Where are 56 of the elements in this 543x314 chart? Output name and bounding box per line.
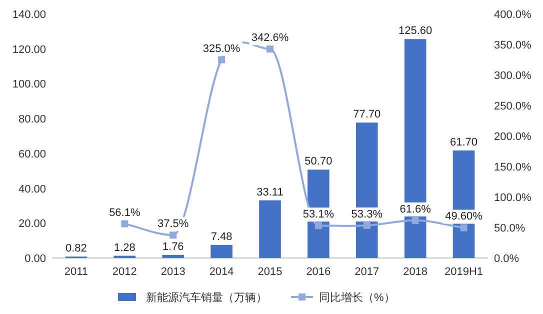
bar <box>162 254 184 258</box>
data-label: 53.3% <box>351 208 383 220</box>
y2-tick-label: 50.0% <box>494 222 526 234</box>
point <box>266 46 274 53</box>
data-label: 1.28 <box>114 242 136 254</box>
y2-tick-label: 0.0% <box>494 253 520 265</box>
point <box>363 222 370 229</box>
data-label: 49.60% <box>445 210 483 223</box>
y2-tick-label: 400.0% <box>494 9 532 21</box>
x-tick-label: 2016 <box>306 266 331 278</box>
data-label: 53.1% <box>302 208 334 221</box>
point <box>121 220 128 228</box>
y-tick-label: 20.00 <box>18 218 46 230</box>
y2-tick-label: 200.0% <box>494 131 532 143</box>
y2-tick-label: 350.0% <box>494 40 532 52</box>
point <box>314 222 322 230</box>
x-tick-label: 2012 <box>112 266 137 278</box>
point <box>412 216 419 224</box>
y-tick-label: 140.00 <box>12 9 46 21</box>
data-label: 56.1% <box>109 206 140 219</box>
bar <box>259 200 281 258</box>
y2-tick-label: 150.0% <box>494 162 532 174</box>
data-label: 325.0% <box>202 42 240 55</box>
x-tick-label: 2018 <box>403 266 428 278</box>
data-label: 0.82 <box>66 242 87 255</box>
bar <box>210 244 232 258</box>
y-tick-label: 0.00 <box>24 253 46 265</box>
x-tick-label: 2014 <box>209 266 234 278</box>
y-tick-label: 120.00 <box>12 44 46 56</box>
data-label: 61.70 <box>450 136 478 148</box>
y-tick-label: 60.00 <box>18 148 46 160</box>
data-label: 342.6% <box>251 32 289 44</box>
data-label: 77.70 <box>353 108 381 121</box>
data-label: 50.70 <box>304 156 332 168</box>
y2-tick-label: 100.0% <box>494 192 532 204</box>
data-label: 37.5% <box>158 218 189 230</box>
x-tick-label: 2013 <box>160 266 186 278</box>
legend-label: 新能源汽车销量（万辆） <box>146 291 267 304</box>
x-tick-label: 2019H1 <box>444 266 484 278</box>
y2-tick-label: 250.0% <box>494 100 532 112</box>
legend-label: 同比增长（%） <box>319 291 395 304</box>
point <box>460 224 468 232</box>
data-label: 1.76 <box>162 240 184 253</box>
data-label: 7.48 <box>210 230 232 243</box>
y-tick-label: 80.00 <box>18 114 46 126</box>
data-label: 61.6% <box>400 203 432 216</box>
point <box>170 232 177 239</box>
x-tick-label: 2015 <box>258 266 282 278</box>
data-label: 33.11 <box>256 186 284 198</box>
y2-tick-label: 300.0% <box>494 70 532 82</box>
point <box>218 56 226 64</box>
x-tick-label: 2017 <box>354 266 380 278</box>
y-tick-label: 40.00 <box>18 183 46 196</box>
x-tick-label: 2011 <box>64 266 88 278</box>
data-label: 125.60 <box>398 25 432 38</box>
y-tick-label: 100.00 <box>12 78 46 91</box>
